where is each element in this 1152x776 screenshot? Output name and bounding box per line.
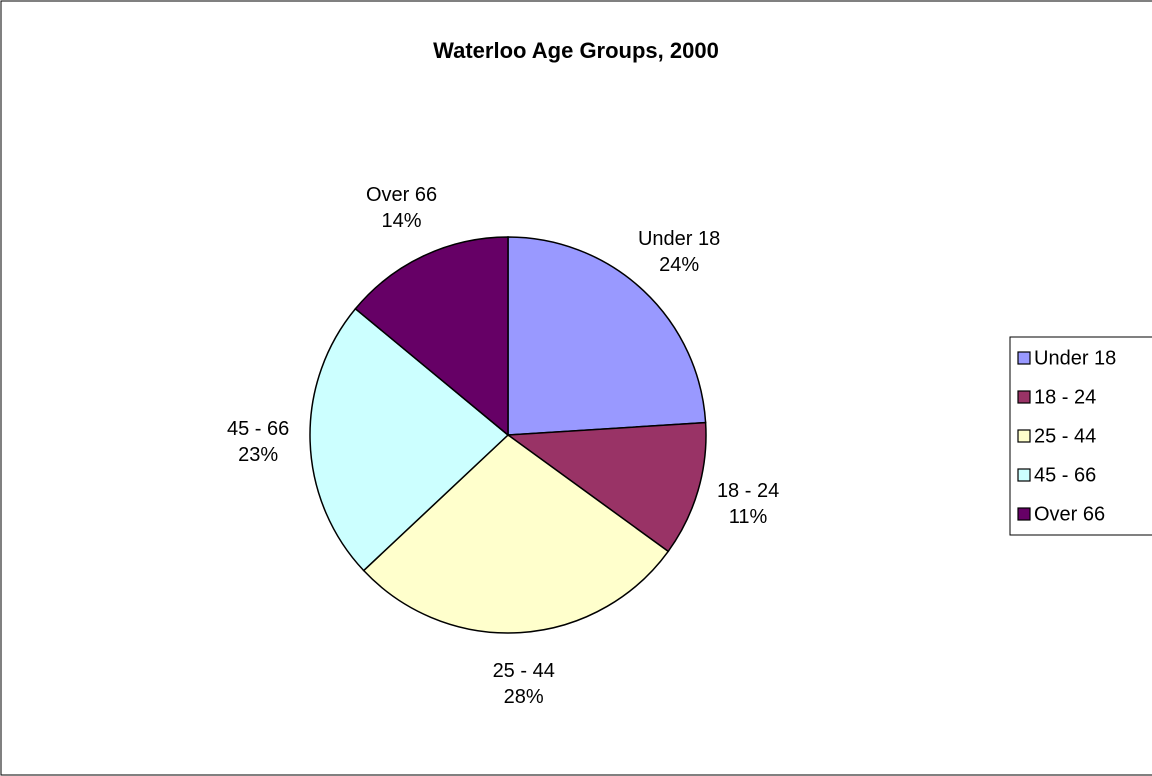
chart-title: Waterloo Age Groups, 2000 (433, 38, 719, 63)
legend-label: Over 66 (1034, 503, 1105, 525)
legend-swatch (1017, 390, 1031, 404)
legend-label: Under 18 (1034, 347, 1116, 369)
slice-value: 28% (504, 686, 544, 708)
legend-swatch (1017, 507, 1031, 521)
pie-slice (354, 236, 509, 437)
slice-value: 24% (659, 254, 699, 276)
slice-label: Over 66 (366, 184, 437, 206)
legend-swatch (1017, 468, 1031, 482)
pie-slice (507, 236, 707, 436)
legend-swatch (1017, 429, 1031, 443)
pie-slice (505, 421, 707, 553)
slice-value: 23% (238, 444, 278, 466)
legend-label: 45 - 66 (1034, 464, 1096, 486)
legend-label: 25 - 44 (1034, 425, 1096, 447)
pie-slice (309, 307, 510, 572)
legend-swatch (1017, 351, 1031, 365)
slice-label: 45 - 66 (227, 418, 289, 440)
slice-label: 25 - 44 (493, 660, 555, 682)
slice-label: 18 - 24 (717, 480, 779, 502)
slice-value: 11% (729, 506, 768, 528)
pie-slice (362, 434, 670, 634)
legend-box (1009, 336, 1152, 536)
slice-value: 14% (382, 210, 422, 232)
slice-label: Under 18 (638, 228, 720, 250)
legend-label: 18 - 24 (1034, 386, 1096, 408)
